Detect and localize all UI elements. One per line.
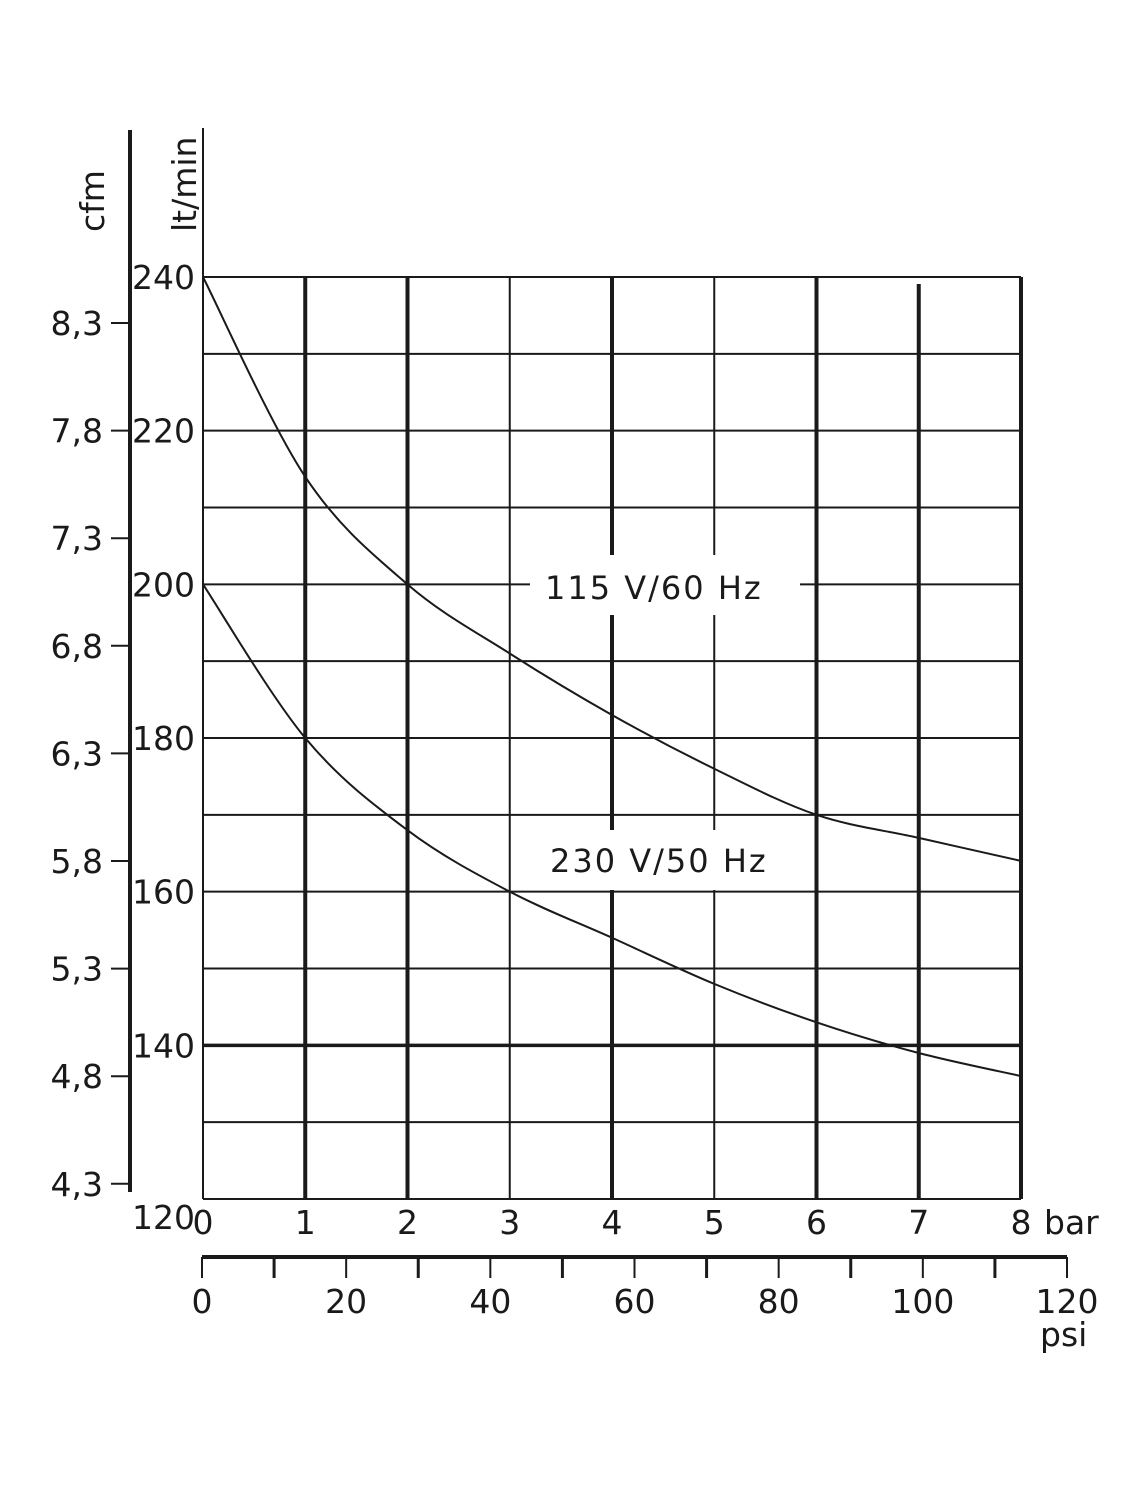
cfm-tick-label: 6,8: [51, 627, 103, 666]
bar-tick-label: 4: [602, 1203, 623, 1242]
series-label-backgrounds: [530, 555, 800, 890]
bar-tick-label: 1: [295, 1203, 316, 1242]
lt-min-axis-ticks: 120 140 160 180 200 220 240: [132, 258, 195, 1237]
psi-tick-label: 0: [192, 1282, 213, 1321]
y-tick-label: 120: [132, 1198, 195, 1237]
bar-tick-label: 5: [704, 1203, 725, 1242]
bar-tick-label: 8: [1011, 1203, 1032, 1242]
cfm-tick-label: 4,3: [51, 1165, 103, 1204]
y-tick-label: 240: [132, 258, 195, 297]
y-tick-label: 180: [132, 719, 195, 758]
cfm-tick-label: 7,3: [51, 519, 103, 558]
psi-tick-label: 120: [1036, 1282, 1099, 1321]
cfm-tick-label: 5,8: [51, 842, 103, 881]
cfm-tick-label: 7,8: [51, 412, 103, 451]
psi-tick-label: 20: [325, 1282, 367, 1321]
curve-series-0: [202, 276, 1022, 862]
bar-tick-label: 3: [499, 1203, 520, 1242]
psi-unit-label: psi: [1040, 1315, 1087, 1354]
y-tick-label: 200: [132, 565, 195, 604]
lt-min-unit-label: lt/min: [165, 137, 204, 232]
bar-tick-label: 0: [193, 1203, 214, 1242]
label-box-115v: [530, 555, 800, 615]
psi-tick-label: 100: [891, 1282, 954, 1321]
curve-series-1: [202, 583, 1022, 1078]
bar-axis-ticks: 0 1 2 3 4 5 6 7 8: [193, 1203, 1032, 1242]
y-tick-label: 160: [132, 873, 195, 912]
label-box-230v: [535, 830, 800, 890]
cfm-tick-label: 4,8: [51, 1057, 103, 1096]
bar-tick-label: 2: [397, 1203, 418, 1242]
cfm-tick-label: 6,3: [51, 734, 103, 773]
bar-tick-label: 6: [806, 1203, 827, 1242]
cfm-tick-label: 5,3: [51, 950, 103, 989]
psi-tick-label: 80: [758, 1282, 800, 1321]
bar-unit-label: bar: [1044, 1203, 1099, 1242]
y-tick-label: 140: [132, 1026, 195, 1065]
psi-tick-label: 60: [614, 1282, 656, 1321]
y-tick-label: 220: [132, 412, 195, 451]
psi-axis: 0 20 40 60 80 100 120: [192, 1255, 1099, 1321]
cfm-unit-label: cfm: [73, 170, 112, 232]
cfm-tick-label: 8,3: [51, 304, 103, 343]
series-curves: [202, 276, 1022, 1078]
psi-tick-label: 40: [469, 1282, 511, 1321]
cfm-axis-ticks: 8,3 7,8 7,3 6,8 6,3 5,8 5,3 4,8 4,3: [51, 304, 130, 1204]
series-label-230v: 230 V/50 Hz: [550, 842, 768, 880]
series-label-115v: 115 V/60 Hz: [545, 569, 763, 607]
bar-tick-label: 7: [908, 1203, 929, 1242]
